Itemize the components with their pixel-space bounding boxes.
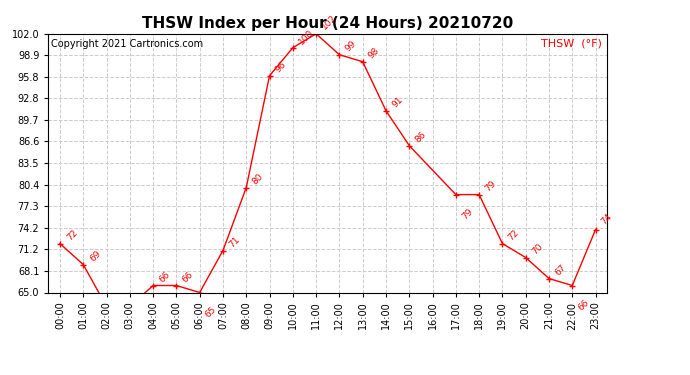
Title: THSW Index per Hour (24 Hours) 20210720: THSW Index per Hour (24 Hours) 20210720	[142, 16, 513, 31]
Text: 98: 98	[367, 46, 382, 60]
Text: 102: 102	[320, 12, 339, 31]
Text: 80: 80	[250, 172, 265, 186]
Text: 70: 70	[530, 242, 544, 256]
Text: 72: 72	[506, 228, 521, 242]
Text: THSW  (°F): THSW (°F)	[541, 39, 602, 49]
Text: 74: 74	[600, 212, 614, 227]
Text: 79: 79	[460, 207, 475, 222]
Text: 86: 86	[413, 130, 428, 144]
Text: 63: 63	[0, 374, 1, 375]
Text: 66: 66	[157, 270, 172, 284]
Text: Copyright 2021 Cartronics.com: Copyright 2021 Cartronics.com	[51, 39, 204, 49]
Text: 79: 79	[483, 179, 497, 193]
Text: 71: 71	[227, 235, 242, 249]
Text: 63: 63	[0, 374, 1, 375]
Text: 66: 66	[576, 298, 591, 312]
Text: 66: 66	[181, 270, 195, 284]
Text: 67: 67	[553, 262, 568, 277]
Text: 91: 91	[390, 95, 404, 109]
Text: 99: 99	[344, 39, 358, 53]
Text: 96: 96	[274, 60, 288, 74]
Text: 69: 69	[89, 249, 104, 263]
Text: 65: 65	[204, 305, 218, 320]
Text: 100: 100	[297, 28, 315, 46]
Text: 72: 72	[66, 228, 80, 242]
